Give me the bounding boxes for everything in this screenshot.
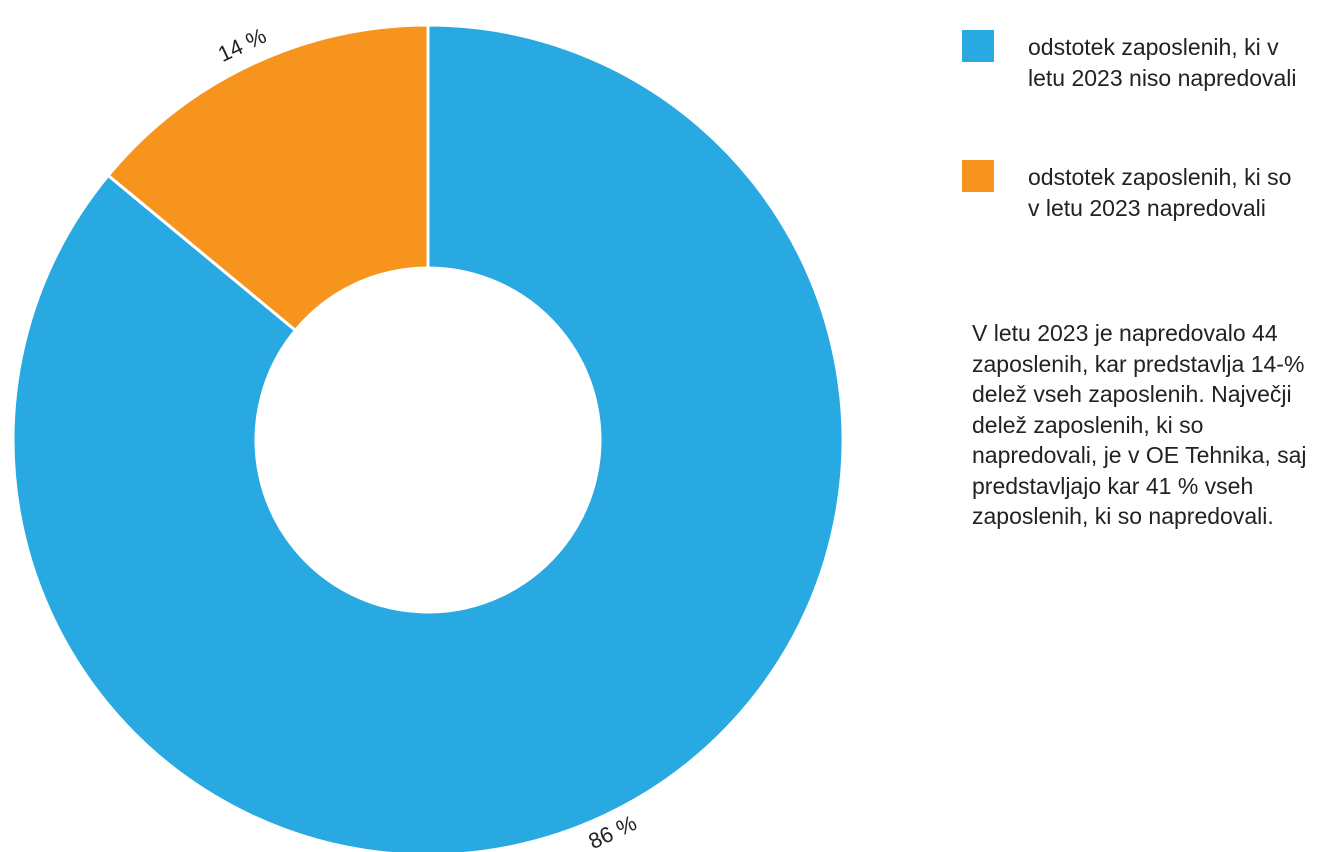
summary-note: V letu 2023 je napredovalo 44 zaposlenih…	[972, 320, 1307, 529]
donut-slices	[11, 23, 845, 852]
legend-swatch-not-promoted	[962, 30, 994, 62]
legend-label-promoted: odstotek zaposlenih, ki so v letu 2023 n…	[1028, 164, 1292, 221]
legend-item-promoted: odstotek zaposlenih, ki so v letu 2023 n…	[962, 156, 1312, 286]
donut-chart: 86 %14 %	[11, 23, 845, 852]
slice-not-promoted	[11, 23, 845, 852]
slice-promoted	[106, 23, 430, 333]
legend-swatch-promoted	[962, 160, 994, 192]
legend: odstotek zaposlenih, ki v letu 2023 niso…	[962, 26, 1312, 286]
legend-item-not-promoted: odstotek zaposlenih, ki v letu 2023 niso…	[962, 26, 1312, 156]
legend-label-not-promoted: odstotek zaposlenih, ki v letu 2023 niso…	[1028, 34, 1297, 91]
